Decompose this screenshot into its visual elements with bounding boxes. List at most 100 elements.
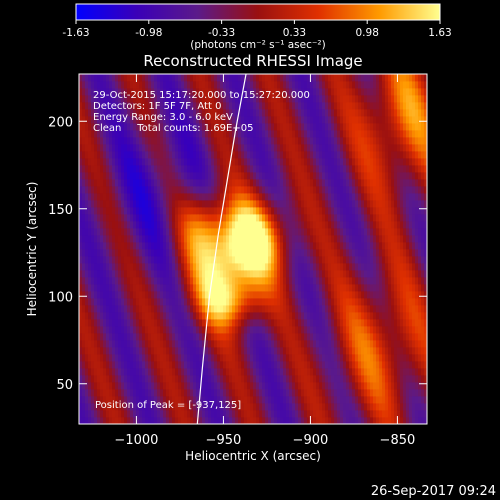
heatmap-cell: [415, 228, 419, 236]
heatmap-cell: [292, 417, 296, 424]
heatmap-cell: [172, 396, 176, 404]
heatmap-cell: [145, 123, 149, 131]
heatmap-cell: [367, 200, 371, 208]
heatmap-cell: [97, 207, 101, 215]
heatmap-cell: [394, 382, 398, 390]
heatmap-cell: [361, 326, 365, 334]
heatmap-cell: [262, 277, 266, 285]
heatmap-cell: [142, 165, 146, 173]
heatmap-cell: [91, 221, 95, 229]
heatmap-cell: [121, 277, 125, 285]
heatmap-cell: [370, 298, 374, 306]
heatmap-cell: [355, 312, 359, 320]
heatmap-cell: [226, 368, 230, 376]
heatmap-cell: [358, 298, 362, 306]
heatmap-cell: [112, 158, 116, 166]
heatmap-cell: [157, 172, 161, 180]
heatmap-cell: [124, 263, 128, 271]
heatmap-cell: [202, 375, 206, 383]
heatmap-cell: [334, 165, 338, 173]
heatmap-cell: [97, 263, 101, 271]
heatmap-cell: [271, 256, 275, 264]
heatmap-cell: [202, 179, 206, 187]
heatmap-cell: [388, 347, 392, 355]
heatmap-cell: [190, 235, 194, 243]
heatmap-cell: [292, 354, 296, 362]
heatmap-cell: [394, 368, 398, 376]
heatmap-cell: [223, 410, 227, 418]
heatmap-cell: [256, 312, 260, 320]
heatmap-cell: [82, 319, 86, 327]
heatmap-cell: [214, 221, 218, 229]
heatmap-cell: [352, 256, 356, 264]
heatmap-cell: [136, 417, 140, 424]
heatmap-cell: [199, 347, 203, 355]
heatmap-cell: [199, 123, 203, 131]
heatmap-cell: [382, 361, 386, 369]
heatmap-cell: [184, 200, 188, 208]
heatmap-cell: [232, 242, 236, 250]
heatmap-cell: [355, 396, 359, 404]
heatmap-cell: [100, 249, 104, 257]
heatmap-cell: [175, 305, 179, 313]
heatmap-cell: [319, 151, 323, 159]
heatmap-cell: [184, 137, 188, 145]
heatmap-cell: [319, 130, 323, 138]
heatmap-cell: [250, 291, 254, 299]
heatmap-cell: [139, 130, 143, 138]
heatmap-cell: [235, 214, 239, 222]
heatmap-cell: [193, 382, 197, 390]
heatmap-cell: [187, 347, 191, 355]
heatmap-cell: [181, 382, 185, 390]
heatmap-cell: [172, 291, 176, 299]
heatmap-cell: [223, 228, 227, 236]
heatmap-cell: [388, 207, 392, 215]
heatmap-cell: [391, 228, 395, 236]
heatmap-cell: [388, 228, 392, 236]
heatmap-cell: [232, 165, 236, 173]
heatmap-cell: [241, 130, 245, 138]
heatmap-cell: [400, 389, 404, 397]
heatmap-cell: [289, 242, 293, 250]
heatmap-cell: [412, 172, 416, 180]
heatmap-cell: [199, 235, 203, 243]
heatmap-cell: [130, 235, 134, 243]
heatmap-cell: [202, 291, 206, 299]
heatmap-cell: [91, 396, 95, 404]
heatmap-cell: [412, 277, 416, 285]
heatmap-cell: [271, 172, 275, 180]
heatmap-cell: [106, 396, 110, 404]
heatmap-cell: [130, 151, 134, 159]
heatmap-cell: [85, 123, 89, 131]
heatmap-cell: [85, 144, 89, 152]
heatmap-cell: [415, 130, 419, 138]
heatmap-cell: [376, 354, 380, 362]
heatmap-cell: [121, 298, 125, 306]
heatmap-cell: [346, 354, 350, 362]
heatmap-cell: [298, 326, 302, 334]
heatmap-cell: [79, 249, 83, 257]
heatmap-cell: [166, 256, 170, 264]
heatmap-cell: [358, 165, 362, 173]
heatmap-cell: [229, 298, 233, 306]
heatmap-cell: [148, 403, 152, 411]
heatmap-cell: [100, 151, 104, 159]
heatmap-cell: [220, 417, 224, 424]
heatmap-cell: [292, 382, 296, 390]
heatmap-cell: [325, 389, 329, 397]
heatmap-cell: [424, 277, 427, 285]
heatmap-cell: [88, 347, 92, 355]
heatmap-cell: [115, 319, 119, 327]
heatmap-cell: [352, 235, 356, 243]
heatmap-cell: [169, 347, 173, 355]
heatmap-cell: [316, 263, 320, 271]
heatmap-cell: [163, 200, 167, 208]
heatmap-cell: [196, 207, 200, 215]
heatmap-cell: [85, 340, 89, 348]
heatmap-cell: [256, 228, 260, 236]
heatmap-cell: [409, 242, 413, 250]
heatmap-cell: [391, 165, 395, 173]
heatmap-cell: [265, 354, 269, 362]
heatmap-cell: [403, 242, 407, 250]
heatmap-cell: [409, 417, 413, 424]
